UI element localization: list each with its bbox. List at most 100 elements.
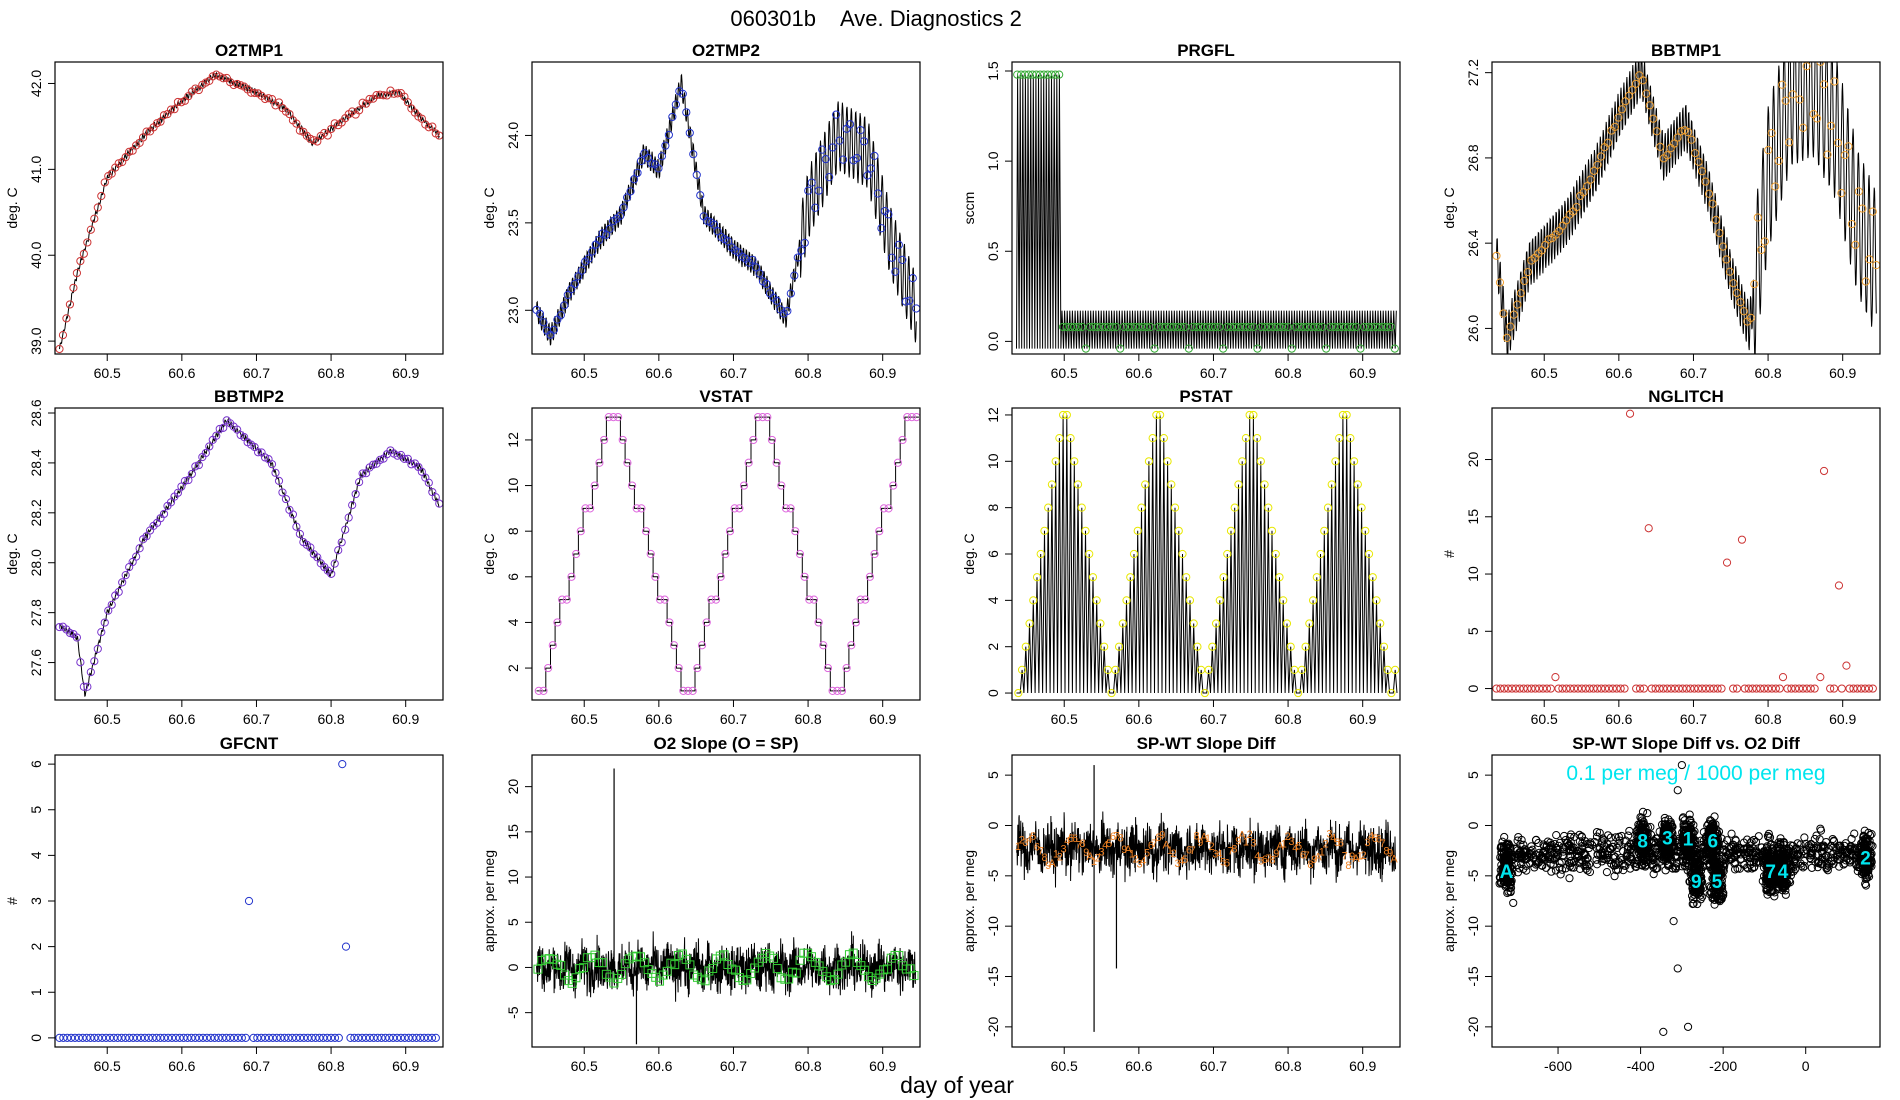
x-tick-label: 60.9	[1829, 365, 1856, 381]
data-point	[295, 1033, 305, 1042]
data-point	[327, 569, 336, 578]
data-point	[623, 458, 632, 467]
data-point	[602, 230, 611, 239]
data-point	[865, 572, 875, 581]
data-point	[825, 173, 834, 182]
data-point	[856, 126, 865, 135]
data-point	[1628, 85, 1637, 95]
data-point-outlier	[1551, 672, 1560, 682]
data-point	[114, 159, 123, 168]
data-point	[1108, 322, 1117, 332]
chart-title: SP-WT Slope Diff	[1137, 734, 1276, 753]
data-point: 8	[1155, 832, 1161, 844]
data-point	[908, 274, 917, 283]
data-point	[1740, 684, 1749, 693]
data-point	[1357, 503, 1366, 512]
x-tick-label: 60.5	[1051, 365, 1078, 381]
data-point	[344, 513, 353, 522]
data-point: A	[1276, 840, 1284, 852]
data-point	[1756, 684, 1765, 693]
data-point	[1348, 322, 1357, 332]
data-point	[1592, 860, 1602, 869]
data-point	[1649, 870, 1658, 879]
data-point	[202, 1033, 212, 1042]
data-point	[1792, 844, 1802, 853]
chart-panel: PRGFL sccm 60.5 60.6 60.7 60.8 60.9 0.0 0.5 1.0 1.…	[961, 41, 1401, 381]
data-point	[1621, 861, 1630, 870]
data-point	[1760, 237, 1769, 246]
data-point: A	[1162, 840, 1170, 852]
data-point	[1849, 684, 1858, 693]
data-point	[586, 504, 595, 513]
data-point	[1763, 684, 1773, 693]
data-point	[86, 668, 95, 677]
data-point	[1507, 684, 1517, 693]
y-tick-label: 27.2	[1465, 59, 1481, 86]
data-point	[400, 1033, 409, 1042]
x-tick-label: 60.8	[1754, 711, 1781, 727]
data-point	[423, 1033, 433, 1042]
data-point	[424, 123, 433, 132]
data-point	[1816, 824, 1825, 833]
data-point	[65, 628, 75, 638]
data-point	[838, 155, 848, 164]
data-point	[63, 1033, 72, 1042]
y-tick-label: 41.0	[28, 156, 44, 183]
data-point	[72, 633, 81, 642]
data-point	[879, 504, 889, 513]
data-point	[1504, 887, 1513, 896]
data-point	[1718, 242, 1728, 251]
x-tick-label: 60.5	[94, 1058, 121, 1074]
y-tick-label: 1.5	[985, 61, 1001, 81]
data-point	[1280, 322, 1289, 332]
figure-title-text: Ave. Diagnostics 2	[840, 6, 1022, 31]
data-point	[641, 527, 651, 536]
data-point	[139, 133, 148, 142]
data-point	[873, 189, 883, 198]
data-point	[206, 1033, 215, 1042]
data-point	[1750, 862, 1759, 871]
data-point: 6	[1338, 838, 1344, 850]
data-point	[1521, 854, 1530, 863]
data-point	[797, 246, 806, 255]
data-point	[236, 81, 245, 90]
data-point	[1519, 684, 1528, 693]
data-point	[1857, 684, 1866, 693]
data-point	[175, 1033, 184, 1042]
data-point	[535, 309, 545, 318]
data-point	[1806, 848, 1815, 858]
data-point	[1646, 822, 1655, 832]
data-point	[1279, 596, 1288, 605]
x-tick-label: 60.6	[168, 365, 195, 381]
data-point: 7	[1114, 830, 1120, 842]
data-point	[1211, 619, 1221, 628]
data-point	[1736, 298, 1745, 307]
data-point	[1752, 684, 1761, 693]
data-point	[710, 220, 719, 229]
data-point: A	[1238, 830, 1246, 842]
data-point	[226, 1033, 235, 1042]
data-point: 5	[1258, 855, 1264, 867]
data-point	[94, 1033, 103, 1042]
data-point	[205, 442, 214, 451]
y-tick-label: 0	[1465, 684, 1481, 692]
data-point: 5	[1144, 847, 1150, 859]
x-tick-label: 60.8	[1274, 365, 1301, 381]
data-point	[590, 481, 599, 490]
data-point	[1652, 127, 1661, 136]
data-point: 2	[1057, 852, 1063, 864]
data-point	[191, 462, 200, 471]
data-point	[159, 111, 169, 120]
data-point	[1504, 684, 1513, 693]
y-tick-label: 42.0	[28, 70, 44, 97]
data-point	[1617, 105, 1627, 114]
x-tick-label: 60.9	[1349, 711, 1376, 727]
data-point	[1137, 503, 1146, 512]
data-point	[1150, 344, 1159, 353]
y-tick-label: 10	[505, 869, 521, 885]
data-point	[392, 1033, 402, 1042]
y-tick-label: 2	[505, 664, 521, 672]
data-point	[793, 253, 802, 262]
data-point	[121, 1033, 130, 1042]
plot-frame	[1491, 754, 1881, 1048]
